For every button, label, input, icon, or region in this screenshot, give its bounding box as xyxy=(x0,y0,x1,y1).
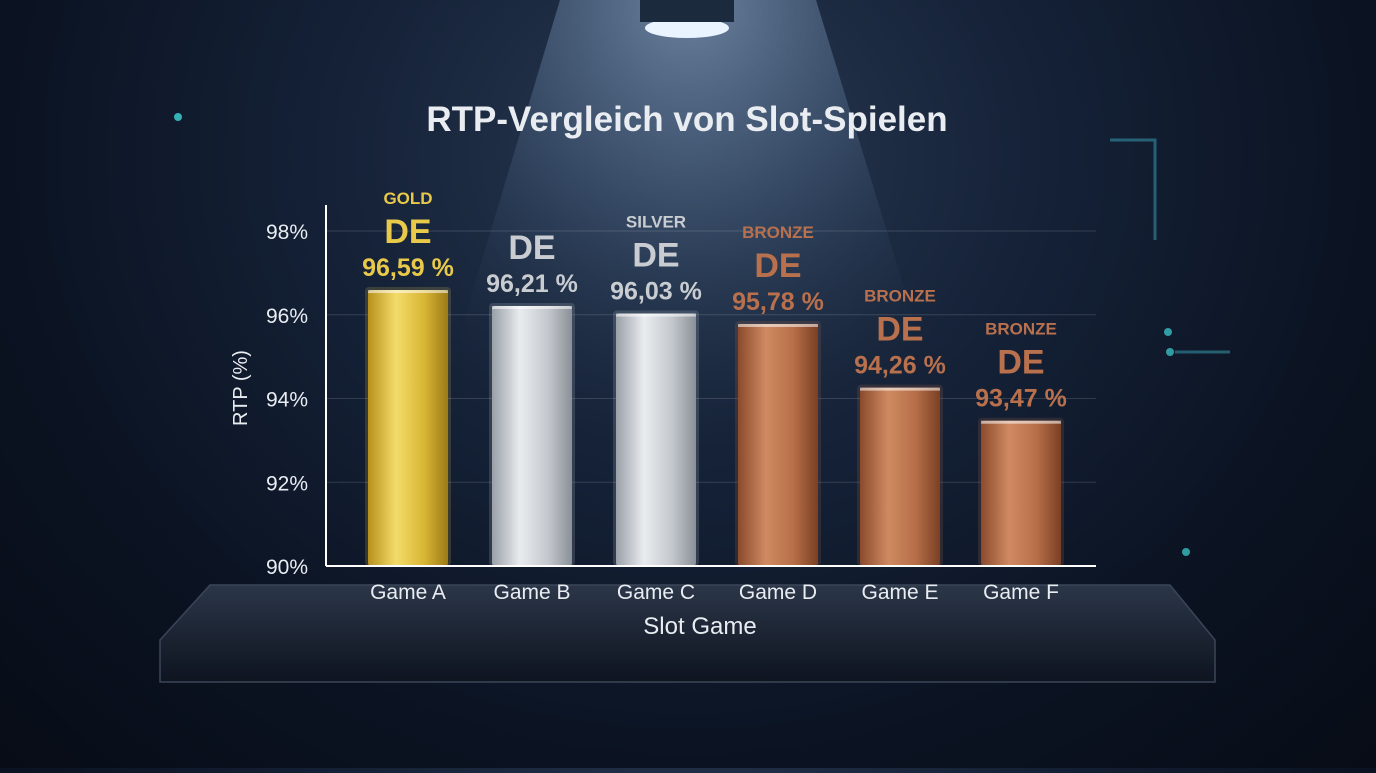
glow-dot xyxy=(1164,328,1172,336)
bar-game-c xyxy=(616,313,696,566)
x-tick-label: Game A xyxy=(370,581,446,604)
y-tick-label: 98% xyxy=(266,221,308,244)
x-tick-label: Game F xyxy=(983,581,1059,604)
bar-labels: 96,59 % DE GOLD 96,21 % DE 96,03 % DE SILVER 95,… xyxy=(362,189,1067,413)
x-tick-label: Game E xyxy=(861,581,938,604)
bar-highlight xyxy=(368,290,448,294)
x-axis-ticks: Game A Game B Game C Game D Game E Game F xyxy=(370,581,1059,604)
y-axis-ticks: 90% 92% 94% 96% 98% xyxy=(266,221,308,579)
grid-lines xyxy=(326,230,1096,483)
value-label: 96,21 % xyxy=(486,270,578,298)
y-tick-label: 96% xyxy=(266,305,308,328)
bar-highlight xyxy=(492,305,572,309)
bars xyxy=(365,287,1064,566)
value-label: 96,03 % xyxy=(610,277,702,305)
medal-label: BRONZE xyxy=(864,287,936,306)
display-platform xyxy=(159,584,1216,683)
medal-label: SILVER xyxy=(626,212,686,231)
x-tick-label: Game D xyxy=(739,581,817,604)
bar-highlight xyxy=(616,313,696,317)
chart-title: RTP-Vergleich von Slot-Spielen xyxy=(426,100,947,139)
de-badge: DE xyxy=(754,247,801,285)
medal-label: GOLD xyxy=(383,189,432,208)
bar-game-a xyxy=(368,290,448,566)
value-label: 94,26 % xyxy=(854,352,946,380)
value-label: 96,59 % xyxy=(362,254,454,282)
bar-game-e xyxy=(860,387,940,566)
bar-game-f xyxy=(981,420,1061,566)
circuit-line xyxy=(1110,138,1157,240)
de-badge: DE xyxy=(508,229,555,267)
glow-dot xyxy=(174,113,182,121)
x-axis-label: Slot Game xyxy=(643,613,756,640)
y-axis-label: RTP (%) xyxy=(230,350,252,426)
value-label: 93,47 % xyxy=(975,385,1067,413)
bar-game-d xyxy=(738,323,818,566)
glow-dot xyxy=(1182,548,1190,556)
x-tick-label: Game B xyxy=(493,581,570,604)
x-tick-label: Game C xyxy=(617,581,695,604)
medal-label: BRONZE xyxy=(742,223,814,242)
de-badge: DE xyxy=(876,311,923,349)
value-label: 95,78 % xyxy=(732,288,824,316)
bar-highlight xyxy=(738,323,818,327)
y-tick-label: 90% xyxy=(266,556,308,579)
y-tick-label: 94% xyxy=(266,389,308,412)
de-badge: DE xyxy=(384,213,431,251)
spotlight-lamp xyxy=(645,18,729,38)
bar-game-b xyxy=(492,305,572,566)
y-tick-label: 92% xyxy=(266,472,308,495)
bar-highlight xyxy=(860,387,940,391)
de-badge: DE xyxy=(997,344,1044,382)
glow-dot xyxy=(1166,348,1174,356)
lamp-housing xyxy=(640,0,734,22)
de-badge: DE xyxy=(632,236,679,274)
medal-label: BRONZE xyxy=(985,320,1057,339)
bar-highlight xyxy=(981,420,1061,424)
